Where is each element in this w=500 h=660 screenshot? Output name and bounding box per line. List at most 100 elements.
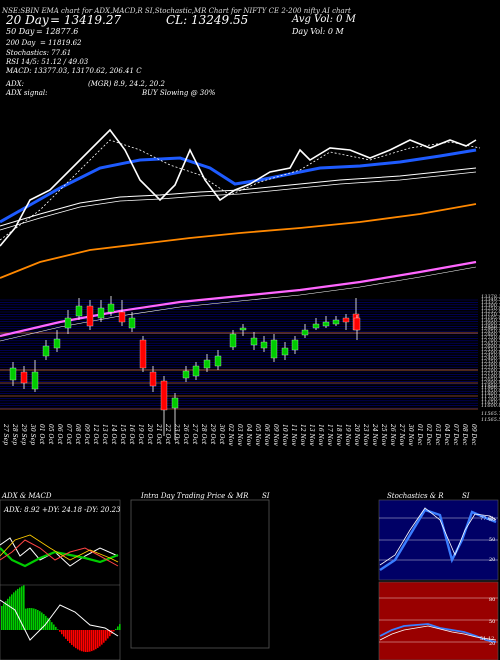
bullish-candle: [97, 307, 105, 319]
macd-hist-bar-positive: [51, 622, 53, 630]
macd-hist-bar-negative: [75, 630, 77, 649]
macd-hist-bar-positive: [49, 619, 51, 630]
date-label: 08 Dec: [461, 424, 468, 446]
bullish-candle: [332, 319, 340, 325]
macd-hist-bar-negative: [77, 630, 79, 650]
price-tick-label: 13250.00: [481, 305, 500, 312]
bullish-candle: [322, 321, 330, 327]
date-label: 19 Oct: [137, 424, 144, 445]
bullish-candle: [250, 337, 258, 346]
ema20-value: = 13419.27: [50, 13, 122, 27]
bearish-candle: [353, 317, 361, 331]
macd-hist-bar-positive: [11, 594, 13, 630]
date-label: 07 Oct: [65, 424, 72, 445]
price-tick-label: 12900.10: [481, 326, 500, 333]
price-tick-label: 12850.40: [481, 329, 500, 336]
price-tick-label: 13105.00: [481, 314, 500, 321]
macd-hist-bar-positive: [115, 628, 117, 630]
date-label: 26 Oct: [182, 423, 189, 445]
bearish-candle: [118, 311, 126, 323]
macd-hist-bar-positive: [43, 614, 45, 630]
date-label: 12 Nov: [299, 424, 306, 446]
stochastic-k-line: [379, 508, 497, 571]
rsi-tick-label: 50: [489, 619, 495, 625]
price-tick-label: 13050.55: [481, 317, 500, 324]
date-label: 05 Nov: [254, 424, 261, 446]
ema20-label: 20 Day: [6, 13, 49, 27]
macd-hist-bar-negative: [109, 630, 111, 637]
bullish-candle: [291, 339, 299, 351]
minus-di-line: [0, 539, 119, 567]
main-price-chart: 27 Sep 28 Sep 29 Sep 30 Sep 01 Oct 05 Oct 06 O…: [0, 128, 481, 446]
sma50-label: 50 Day: [6, 27, 35, 36]
sma50-line: [0, 203, 477, 279]
macd-hist-bar-positive: [29, 608, 31, 630]
macd-hist-bar-positive: [9, 596, 11, 630]
price-tick-label: 12200.25: [481, 367, 500, 374]
price-tick-label: 12100.60: [481, 373, 500, 380]
bullish-candle: [182, 370, 190, 379]
date-label: 09 Oct: [83, 424, 90, 445]
date-label: 09 Dec: [470, 424, 477, 446]
date-label: 16 Nov: [317, 424, 324, 446]
price-tick-label: 12300.90: [481, 361, 500, 368]
date-label: 05 Oct: [47, 424, 54, 445]
price-tick-label: 12000.90: [481, 379, 500, 386]
macd-hist-bar-positive: [21, 586, 23, 630]
date-label: 03 Dec: [434, 424, 441, 446]
date-label: 10 Nov: [281, 424, 288, 446]
date-label: 27 Sep: [2, 423, 9, 445]
bullish-candle: [203, 359, 211, 369]
adx-panel-values: ADX: 8.92 +DY: 24.18 -DY: 20.23: [4, 506, 121, 514]
date-label: 16 Oct: [128, 424, 135, 445]
adx-signal-label: ADX signal:: [6, 89, 48, 97]
bullish-candle: [107, 303, 115, 313]
macd-hist-bar-positive: [27, 608, 29, 630]
price-tick-label: 13349.55: [481, 296, 500, 303]
price-tick-label: 12950.35: [481, 323, 500, 330]
date-label: 29 Sep: [20, 423, 27, 445]
price-tick-label: 13000.20: [481, 320, 500, 327]
sma200-value: = 11819.62: [40, 39, 82, 47]
date-label: 25 Nov: [380, 423, 387, 446]
bullish-candle: [229, 333, 237, 348]
white-average-line-2: [0, 171, 477, 231]
date-label: 04 Nov: [245, 424, 252, 446]
price-tick-label: 12700.55: [481, 338, 500, 345]
bullish-candle: [270, 339, 278, 359]
bullish-candle: [53, 338, 61, 349]
price-tick-label: 11565.70: [481, 411, 500, 417]
stoch-rsi-title: Stochastics & R: [387, 492, 444, 500]
macd-hist-bar-negative: [59, 630, 61, 632]
date-label: 15 Oct: [119, 424, 126, 445]
sma200-label: 200 Day: [6, 39, 36, 47]
bullish-candle: [312, 323, 320, 329]
adx-values: (MGR) 8.9, 24.2, 20.2: [88, 80, 165, 88]
date-label: 01 Oct: [38, 424, 45, 445]
macd-hist-bar-positive: [117, 626, 119, 630]
date-label: 13 Oct: [101, 424, 108, 445]
macd-hist-bar-negative: [65, 630, 67, 639]
macd-hist-bar-positive: [17, 588, 19, 630]
macd-hist-bar-positive: [119, 624, 121, 630]
sma200-lower-band: [0, 266, 477, 342]
stochastics-readout: Stochastics: 77.61: [6, 49, 72, 57]
macd-hist-bar-positive: [25, 608, 27, 630]
date-label: 20 Nov: [353, 423, 360, 446]
price-tick-label: 11900.50: [481, 385, 500, 392]
price-tick-label: 12450.00: [481, 353, 500, 359]
date-label: 18 Nov: [335, 424, 342, 446]
stoch-rsi-title-suffix: SI: [462, 492, 470, 500]
macd-hist-bar-negative: [113, 630, 115, 632]
date-label: 20 Oct: [146, 423, 153, 445]
price-tick-label: 12150.00: [481, 370, 500, 377]
price-tick-label: 12600.80: [481, 344, 500, 351]
dotted-average-line: [0, 139, 481, 241]
macd-hist-bar-positive: [41, 612, 43, 630]
price-tick-label: 13333.70: [481, 299, 500, 306]
date-label: 02 Nov: [227, 424, 234, 446]
date-label: 07 Dec: [452, 424, 459, 446]
rsi-readout: RSI 14/5: 51.12 / 49.03: [6, 58, 89, 66]
intraday-title-suffix: SI: [262, 492, 270, 500]
